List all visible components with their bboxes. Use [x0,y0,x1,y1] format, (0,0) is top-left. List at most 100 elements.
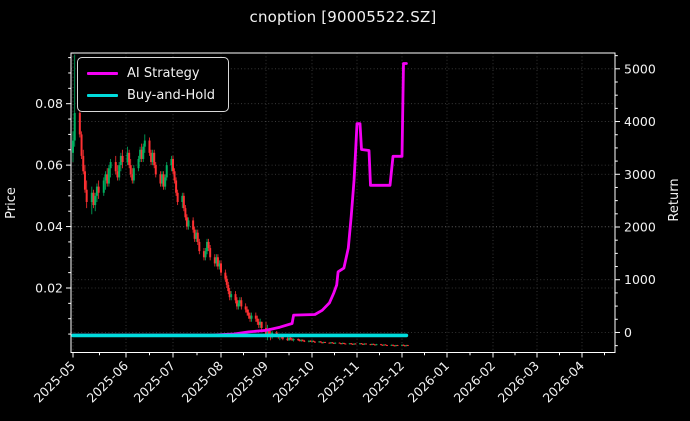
price-tick-label: 0.08 [35,96,63,111]
candle-body [150,152,153,163]
candle-body [181,195,184,202]
candle-body [119,155,122,166]
candle-body [334,342,337,344]
return-tick-label: 4000 [624,114,656,129]
candle-body [218,263,221,267]
candle-body [206,241,209,252]
candle-body [268,330,271,335]
candle-body [148,140,151,153]
candle-body [344,343,347,345]
candle-body [82,155,85,172]
x-tick-label: 2026-01 [405,358,453,406]
price-tick-label: 0.06 [35,158,63,173]
candle-body [318,341,321,343]
price-tick-label: 0.02 [35,280,63,295]
legend-label-ai-strategy: AI Strategy [127,66,200,81]
legend-item-ai-strategy: AI Strategy [87,66,215,81]
candle-body [300,339,303,341]
candle-body [196,232,199,242]
x-tick-label: 2025-07 [131,358,179,406]
candle-body [78,112,81,135]
candle-body [324,342,327,343]
candle-body [338,342,341,344]
candle-body [159,174,162,184]
candle-body [340,343,343,345]
candle-body [132,168,135,181]
x-tick-label: 2025-05 [31,358,79,406]
ai-strategy-line [71,62,408,337]
candle-body [165,165,168,178]
candle-body [193,229,196,239]
candle-body [215,257,218,264]
candle-body [259,321,262,325]
candle-body [224,272,227,279]
candle-body [240,300,243,307]
x-tick-label: 2025-06 [84,358,132,406]
candle-body [83,171,86,190]
candle-body [153,152,156,166]
candle-body [104,174,107,181]
candle-body [195,232,198,239]
candle-body [182,195,185,209]
candle-body [341,342,344,344]
candle-body [363,343,366,345]
candle-body [292,338,295,341]
candle-body [213,257,216,264]
candle-body [237,303,240,307]
x-tick-label: 2025-09 [224,358,272,406]
candle-body [238,300,241,304]
candle-body [227,284,230,292]
candle-body [351,343,354,345]
candle-body [313,341,316,343]
candle-body [301,339,304,341]
candle-body [228,291,231,298]
return-axis-label: Return [667,178,682,221]
candle-body [176,192,179,202]
candle-body [395,345,397,347]
legend-item-buy-and-hold: Buy-and-Hold [87,88,215,103]
chart-title: cnoption [90005522.SZ] [249,8,437,26]
candle-body [322,342,325,343]
return-tick-label: 3000 [624,167,656,182]
legend-label-buy-and-hold: Buy-and-Hold [127,88,216,103]
candle-body [350,343,353,345]
candle-body [184,208,187,218]
candle-body [94,195,97,206]
candle-body [332,342,335,344]
candle-body [151,152,154,163]
candle-body [383,344,385,346]
candle-body [374,344,376,346]
candle-body [289,337,292,340]
candle-body [297,338,300,341]
candle-body [154,165,157,175]
candle-body [406,345,409,347]
candle-body [220,263,222,273]
candle-body [256,318,259,322]
ai-strategy-line-swatch [87,72,118,75]
candle-body [92,192,95,206]
return-tick-label: 5000 [624,61,656,76]
candle-body [139,149,142,159]
candle-body [371,343,373,345]
price-axis-label: Price [4,187,19,219]
candle-body [73,112,76,141]
candle-body [281,337,284,339]
candle-body [260,321,263,328]
candle-body [359,343,361,345]
candle-body [85,189,88,202]
candle-body [328,342,331,344]
candle-body [329,342,332,344]
candle-body [249,315,252,319]
candle-body [401,344,403,346]
candle-body [235,300,238,307]
candle-body [380,344,382,346]
candle-body [107,168,110,184]
candle-body [173,171,176,181]
candle-body [244,306,247,310]
candle-body [204,251,207,258]
candle-body [72,140,74,153]
candle-body [90,192,93,202]
candle-body [140,149,143,159]
candle-body [192,220,195,230]
candle-body [164,177,167,187]
